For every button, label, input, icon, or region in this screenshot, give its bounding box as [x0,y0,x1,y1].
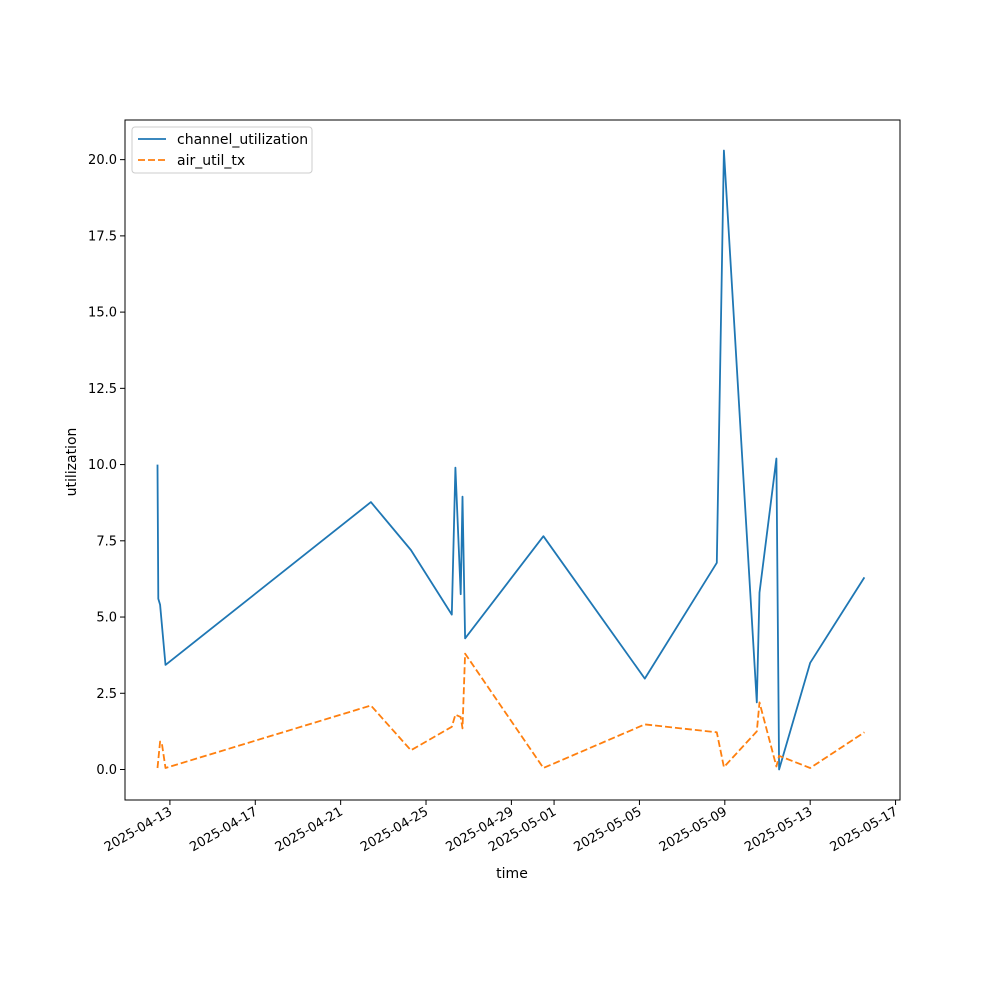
x-axis: 2025-04-13 2025-04-17 2025-04-21 2025-04-25… [102,800,901,855]
x-tick-label: 2025-04-13 [102,804,175,855]
y-tick-label: 0.0 [96,763,117,778]
legend-label-air-util-tx: air_util_tx [177,153,245,169]
legend-label-channel-utilization: channel_utilization [177,132,308,148]
y-tick-label: 10.0 [88,458,117,473]
x-tick-label: 2025-04-21 [273,804,346,855]
y-tick-label: 20.0 [88,153,117,168]
x-tick-label: 2025-05-05 [572,804,645,855]
x-tick-label: 2025-04-17 [187,804,260,855]
series-line-air-util-tx [156,652,865,769]
y-axis-label: utilization [64,428,80,497]
plot-frame [124,119,901,801]
y-tick-label: 2.5 [96,687,117,702]
x-tick-label: 2025-05-09 [657,804,730,855]
series-line-channel-utilization [156,149,866,771]
legend: channel_utilization air_util_tx [131,126,313,174]
x-axis-label: time [496,866,528,882]
x-tick-label: 2025-05-17 [828,804,901,855]
plot-lines [156,149,866,771]
y-tick-label: 15.0 [88,306,117,321]
y-tick-label: 7.5 [96,534,117,549]
y-tick-label: 12.5 [88,382,117,397]
y-tick-label: 17.5 [88,229,117,244]
legend-box [131,126,313,174]
y-tick-label: 5.0 [96,611,117,626]
x-tick-label: 2025-04-25 [358,804,431,855]
y-axis: 0.0 2.5 5.0 7.5 10.0 12.5 15.0 17.5 20.0 [88,153,125,778]
x-tick-label: 2025-05-13 [742,804,815,855]
